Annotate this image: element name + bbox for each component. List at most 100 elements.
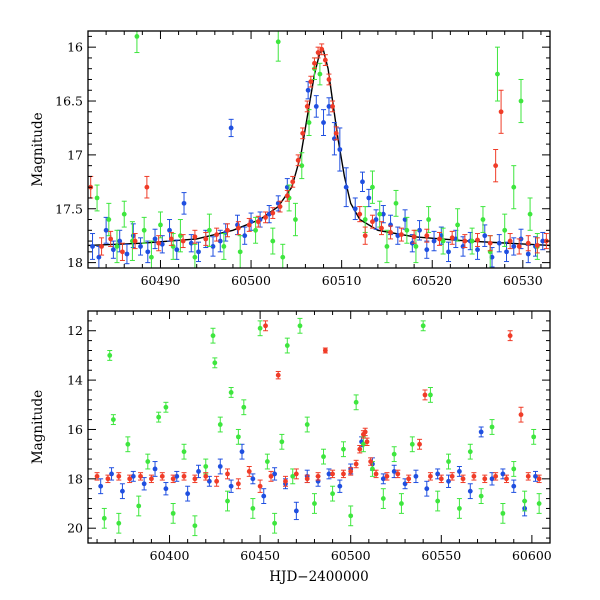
data-point — [422, 392, 428, 398]
series-1 — [94, 31, 540, 268]
data-point — [531, 434, 537, 440]
data-point — [168, 236, 174, 242]
data-point — [399, 232, 404, 238]
y-tick-label: 20 — [67, 521, 83, 536]
data-point — [496, 240, 502, 246]
data-point — [196, 469, 201, 474]
data-point — [163, 404, 169, 410]
data-point — [380, 496, 386, 501]
data-point — [379, 225, 384, 231]
data-point — [225, 227, 230, 233]
data-point — [283, 478, 288, 484]
data-point — [502, 227, 508, 233]
data-point — [277, 204, 283, 209]
data-point — [352, 206, 358, 212]
data-point — [305, 87, 311, 93]
data-point — [235, 225, 241, 231]
data-point — [280, 254, 286, 260]
data-point — [90, 244, 95, 249]
data-point — [250, 506, 256, 511]
data-point — [399, 501, 404, 506]
data-point — [125, 441, 131, 447]
data-point — [170, 510, 176, 516]
data-point — [437, 236, 442, 242]
data-point — [373, 471, 379, 477]
data-point — [326, 104, 332, 109]
data-point — [440, 238, 446, 244]
data-point — [110, 247, 116, 253]
data-point — [275, 372, 281, 378]
x-tick-label: 60450 — [240, 548, 280, 563]
data-point — [145, 459, 151, 464]
data-point — [495, 71, 500, 77]
data-point — [507, 333, 513, 339]
plot-area — [94, 317, 542, 537]
data-point — [319, 46, 325, 52]
data-point — [241, 404, 247, 410]
data-point — [145, 249, 151, 255]
data-point — [370, 184, 375, 190]
data-point — [337, 483, 343, 489]
data-point — [348, 513, 354, 519]
data-point — [341, 471, 346, 477]
data-point — [290, 473, 296, 479]
data-point — [341, 446, 346, 452]
data-point — [455, 222, 460, 228]
data-point — [511, 466, 517, 472]
x-tick-label: 60490 — [141, 273, 181, 288]
data-point — [313, 104, 319, 109]
data-point — [110, 417, 116, 422]
y-tick-label: 18 — [67, 471, 83, 486]
data-point — [120, 488, 125, 494]
series-1 — [101, 317, 542, 537]
data-point — [511, 483, 517, 489]
data-point — [321, 120, 326, 125]
data-point — [322, 348, 328, 353]
data-point — [108, 236, 114, 242]
data-point — [525, 251, 531, 257]
x-tick-label: 60500 — [331, 548, 371, 563]
data-point — [409, 441, 415, 447]
data-point — [406, 476, 412, 482]
data-point — [212, 360, 218, 366]
data-point — [225, 471, 230, 477]
data-point — [482, 233, 488, 239]
data-point — [116, 520, 122, 526]
data-point — [192, 523, 198, 529]
x-tick-label: 60400 — [150, 548, 190, 563]
y-tick-label: 17 — [67, 147, 83, 162]
data-point — [185, 491, 191, 497]
data-point — [105, 476, 111, 482]
data-point — [266, 211, 272, 217]
data-point — [312, 60, 317, 66]
data-point — [337, 147, 343, 152]
data-point — [117, 238, 123, 244]
data-point — [124, 251, 130, 257]
data-point — [94, 473, 100, 479]
x-tick-label: 60550 — [421, 548, 461, 563]
data-point — [330, 491, 335, 497]
data-point — [181, 200, 187, 206]
data-point — [467, 449, 473, 455]
data-point — [391, 451, 397, 457]
data-point — [362, 233, 368, 239]
data-point — [134, 33, 140, 39]
data-point — [284, 343, 290, 348]
data-point — [312, 501, 317, 506]
plot-frame — [87, 30, 551, 269]
data-point — [141, 227, 147, 233]
y-tick-label: 18 — [67, 255, 83, 270]
data-point — [500, 510, 506, 516]
data-point — [471, 473, 477, 479]
data-point — [431, 238, 437, 244]
data-point — [149, 476, 154, 482]
data-point — [270, 210, 276, 216]
data-point — [235, 481, 241, 487]
data-point — [221, 244, 227, 249]
data-point — [156, 240, 162, 246]
data-point — [426, 217, 432, 222]
data-point — [534, 242, 540, 248]
data-point — [353, 399, 359, 405]
data-point — [362, 429, 368, 435]
